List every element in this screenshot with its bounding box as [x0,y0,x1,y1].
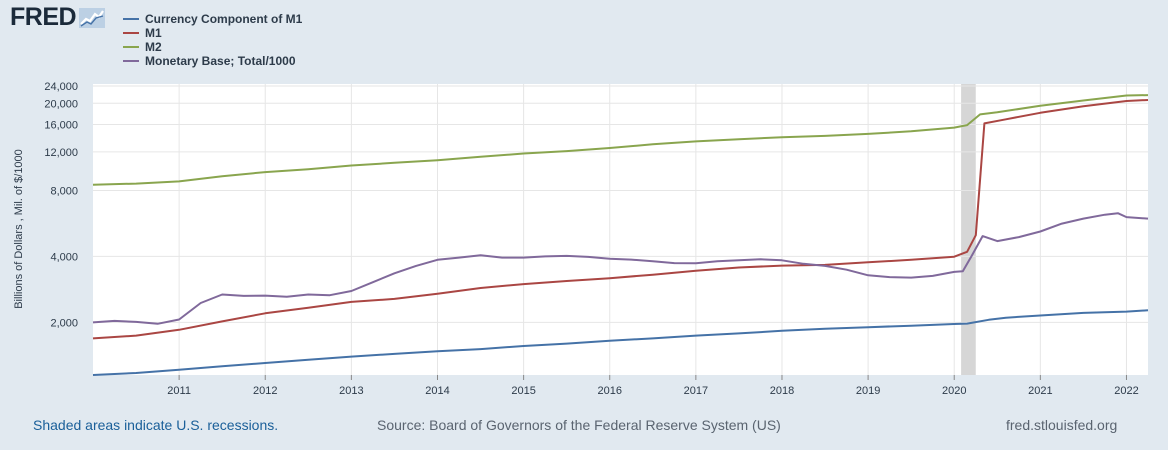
legend-label: M2 [145,40,162,54]
y-axis-title: Billions of Dollars , Mil. of $/1000 [13,149,25,309]
legend-label: Currency Component of M1 [145,12,303,26]
y-tick-label: 24,000 [44,81,78,93]
x-tick-label: 2019 [856,385,880,397]
x-tick-label: 2014 [425,385,449,397]
x-tick-label: 2017 [684,385,708,397]
legend-swatch [123,60,139,62]
series-line-currency-component-of-m1 [92,309,1149,376]
chart-legend: Currency Component of M1 M1 M2 Monetary Bas… [123,12,302,68]
series-lines [92,94,1149,376]
fred-logo[interactable]: FRED [10,3,106,31]
x-tick-label: 2020 [942,385,966,397]
legend-swatch [123,32,139,34]
source-note: Source: Board of Governors of the Federa… [377,417,781,433]
recession-note: Shaded areas indicate U.S. recessions. [33,417,279,433]
legend-item[interactable]: Currency Component of M1 [123,12,302,26]
x-tick-label: 2011 [167,385,191,397]
x-tick-label: 2015 [511,385,535,397]
plot-area [93,84,1148,375]
y-tick-label: 2,000 [50,317,78,329]
recession-band [961,84,976,375]
y-tick-label: 12,000 [44,147,78,159]
x-tick-label: 2012 [253,385,277,397]
fred-logo-text: FRED [10,3,77,31]
chart-icon [79,7,106,28]
x-tick-label: 2016 [597,385,621,397]
y-axis-tick-labels: 2,000 4,000 8,000 12,000 16,000 20,000 24,000 [44,81,78,329]
legend-swatch [123,18,139,20]
y-tick-label: 20,000 [44,98,78,110]
x-tick-label: 2022 [1114,385,1138,397]
site-link[interactable]: fred.stlouisfed.org [1006,417,1118,433]
legend-label: Monetary Base; Total/1000 [145,54,296,68]
recession-shading [961,84,976,375]
y-tick-label: 4,000 [50,251,78,263]
y-tick-label: 16,000 [44,120,78,132]
series-line-monetary-base-total-1000 [92,212,1149,325]
x-axis-tick-labels: 2011 2012 2013 2014 2015 2016 2017 2018 2019 2020… [167,375,1139,397]
x-tick-label: 2021 [1028,385,1052,397]
series-line-m1 [92,99,1149,340]
x-tick-label: 2013 [339,385,363,397]
y-tick-label: 8,000 [50,185,78,197]
legend-label: M1 [145,26,162,40]
legend-item[interactable]: M2 [123,40,302,54]
x-tick-label: 2018 [770,385,794,397]
legend-item[interactable]: M1 [123,26,302,40]
legend-item[interactable]: Monetary Base; Total/1000 [123,54,302,68]
series-line-m2 [92,94,1149,186]
legend-swatch [123,46,139,48]
